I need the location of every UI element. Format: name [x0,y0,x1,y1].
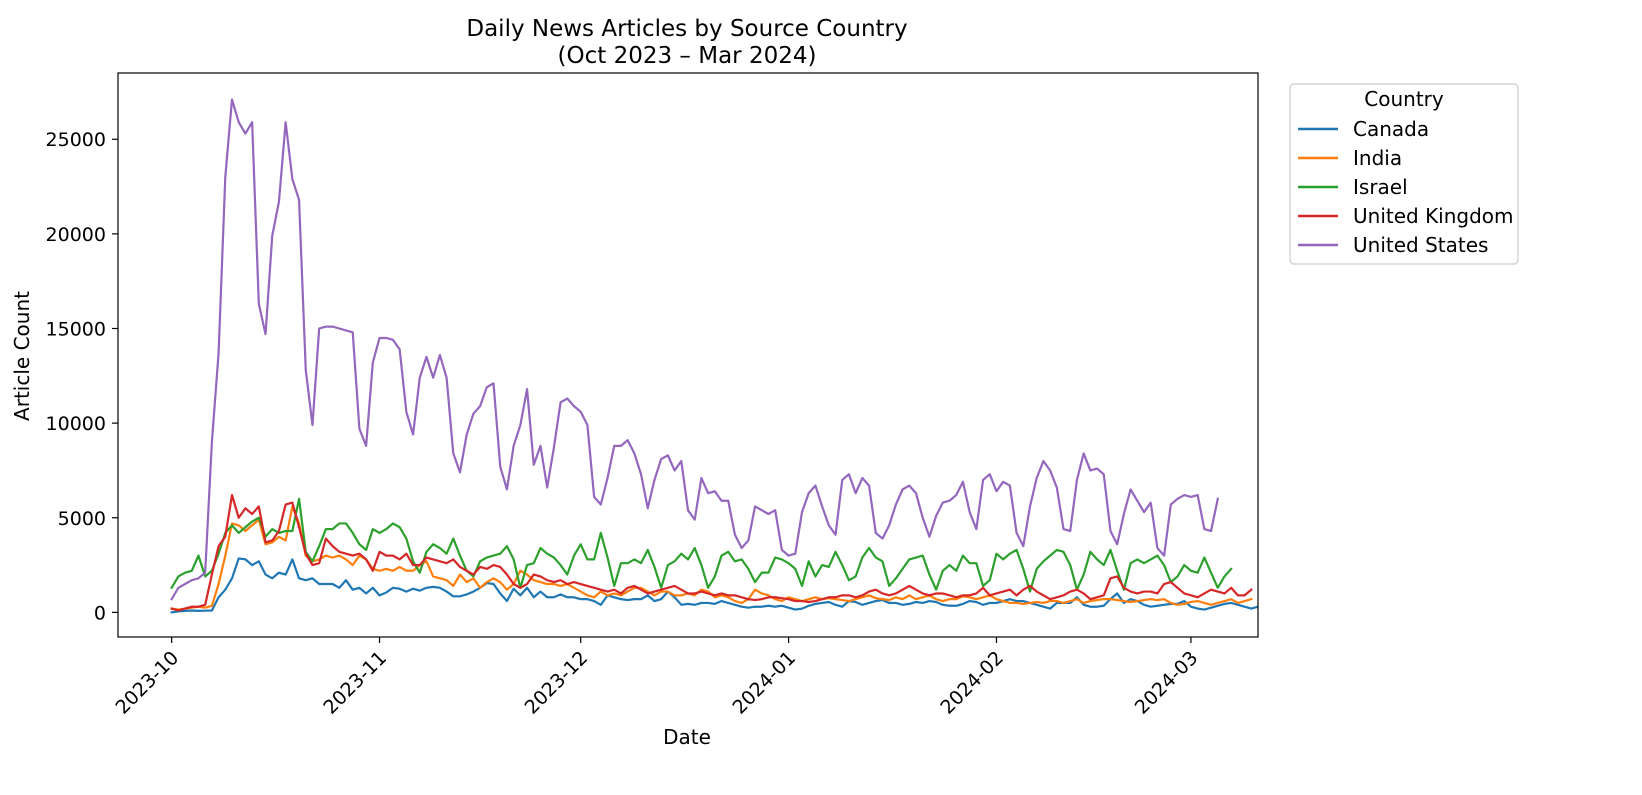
legend-label: India [1353,146,1402,170]
x-tick-label: 2023-11 [319,647,391,719]
legend: Country Canada India Israel United Kingdom U… [1289,83,1519,265]
legend-label: Israel [1353,175,1408,199]
x-tick-label: 2024-03 [1131,647,1203,719]
y-tick-label: 0 [94,602,106,624]
y-tick-label: 15000 [46,319,106,341]
series-line-united-kingdom [170,493,1253,612]
legend-item-israel: Israel [1298,175,1408,199]
legend-item-united-kingdom: United Kingdom [1298,204,1514,228]
legend-title: Country [1364,87,1444,111]
x-tick-label: 2024-02 [936,647,1008,719]
chart-subtitle: (Oct 2023 – Mar 2024) [558,43,817,69]
legend-item-india: India [1298,146,1402,170]
y-tick-label: 25000 [46,129,106,151]
legend-items: Canada India Israel United Kingdom United St… [1298,117,1514,257]
x-tick-label: 2024-01 [728,647,800,719]
y-axis-title: Article Count [10,291,34,421]
x-axis: 2023-10 2023-11 2023-12 2024-01 2024-02 2024-… [111,637,1202,719]
series-lines [170,98,1258,614]
y-axis: 0 5000 10000 15000 20000 25000 [46,129,118,624]
legend-label: United States [1353,233,1488,257]
chart-title: Daily News Articles by Source Country [466,16,907,42]
legend-box [1289,83,1519,265]
y-tick-label: 20000 [46,224,106,246]
legend-item-united-states: United States [1298,233,1488,257]
plot-frame [117,72,1259,638]
y-tick-label: 5000 [58,508,106,530]
legend-label: United Kingdom [1353,204,1514,228]
series-line-israel [170,497,1233,593]
series-line-canada [170,557,1258,614]
plot-area [170,98,1258,614]
series-line-united-states [170,98,1220,601]
x-axis-title: Date [663,725,711,749]
legend-label: Canada [1353,117,1429,141]
x-tick-label: 2023-12 [521,647,593,719]
legend-item-canada: Canada [1298,117,1429,141]
y-tick-label: 10000 [46,413,106,435]
x-tick-label: 2023-10 [111,647,183,719]
